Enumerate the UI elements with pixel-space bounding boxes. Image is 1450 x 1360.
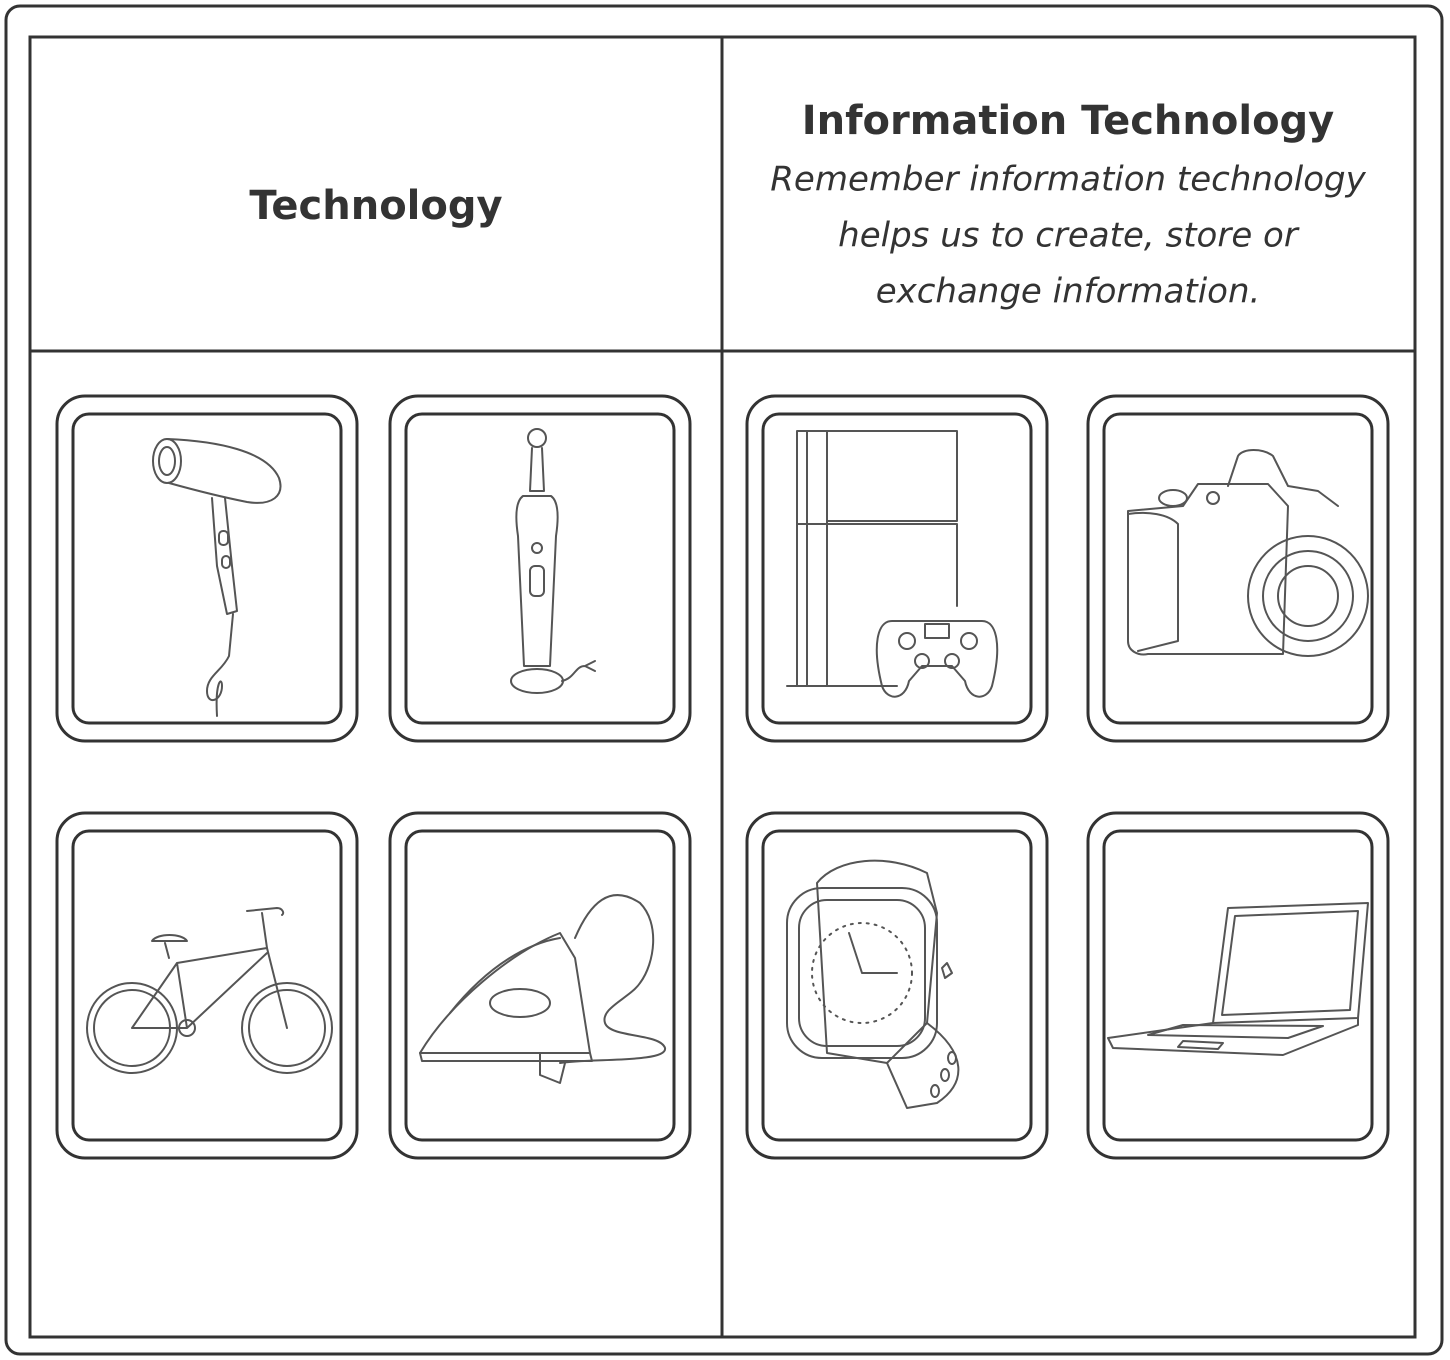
icon-stroke <box>1227 449 1339 507</box>
icon-stroke <box>1158 489 1188 507</box>
icon-stroke <box>941 962 953 979</box>
icon-stroke <box>930 1084 940 1098</box>
card-inner <box>1102 412 1374 725</box>
icon-stroke <box>178 1019 196 1037</box>
icon-stroke <box>1177 1040 1224 1050</box>
icon-stroke <box>944 653 960 669</box>
icon-stroke <box>798 899 926 1047</box>
icon-stroke <box>875 620 999 698</box>
laptop-icon <box>1107 902 1369 1056</box>
description-line: helps us to create, store or <box>838 216 1300 256</box>
icon-stroke <box>924 623 950 639</box>
icon-stroke <box>1127 483 1289 656</box>
card-inner <box>404 412 676 725</box>
bicycle-icon <box>86 907 333 1074</box>
page-border <box>4 4 1444 1356</box>
icon-stroke <box>246 907 285 949</box>
icon-stroke <box>158 446 176 476</box>
description-line: Remember information technology <box>770 160 1366 200</box>
icon-stroke <box>1147 1024 1324 1039</box>
icon-stroke <box>947 1051 957 1065</box>
smartwatch-icon <box>786 859 960 1109</box>
card-inner <box>1102 829 1374 1142</box>
icon-stroke <box>960 632 978 650</box>
icon-stroke <box>914 653 930 669</box>
icon-stroke <box>898 632 916 650</box>
icon-stroke <box>419 932 591 1054</box>
icon-stroke <box>1247 535 1369 657</box>
icon-stroke <box>531 542 543 554</box>
icon-stroke <box>811 922 913 1024</box>
icon-stroke <box>489 988 551 1018</box>
icon-stroke <box>796 430 958 687</box>
icon-stroke <box>527 428 547 448</box>
icon-stroke <box>940 1068 950 1082</box>
card-inner <box>71 412 343 725</box>
game-console-icon <box>786 430 999 698</box>
card-inner <box>761 412 1033 725</box>
icon-stroke <box>166 438 282 504</box>
icon-stroke <box>1206 491 1220 505</box>
left-title: Technology <box>249 183 502 229</box>
icon-stroke <box>151 934 188 959</box>
icon-stroke <box>218 530 229 546</box>
icon-stroke <box>848 932 898 974</box>
icon-stroke <box>561 660 596 682</box>
icon-stroke <box>1221 910 1359 1016</box>
right-title: Information Technology <box>802 98 1335 144</box>
icon-stroke <box>559 894 666 1064</box>
icon-stroke <box>206 613 234 717</box>
toothbrush-icon <box>510 428 596 694</box>
icon-stroke <box>1262 550 1354 642</box>
icon-stroke <box>886 1022 960 1109</box>
icon-stroke <box>529 447 545 492</box>
icon-stroke <box>1107 1017 1359 1056</box>
icon-stroke <box>529 565 545 597</box>
icon-stroke <box>786 887 938 1059</box>
icon-stroke <box>1277 565 1339 627</box>
icon-stroke <box>248 989 326 1067</box>
camera-icon <box>1127 449 1369 657</box>
icon-stroke <box>515 495 559 667</box>
icon-stroke <box>816 859 938 1064</box>
card-inner <box>761 829 1033 1142</box>
icon-stroke <box>1127 511 1179 652</box>
icon-stroke <box>539 1052 566 1084</box>
icon-stroke <box>211 497 238 615</box>
description-line: exchange information. <box>876 272 1261 312</box>
icon-stroke <box>221 555 231 569</box>
hair-dryer-icon <box>152 438 282 717</box>
icon-stroke <box>449 937 561 1014</box>
icon-stroke <box>131 947 288 1029</box>
iron-icon <box>419 894 666 1084</box>
card-inner <box>404 829 676 1142</box>
icon-stroke <box>241 982 333 1074</box>
